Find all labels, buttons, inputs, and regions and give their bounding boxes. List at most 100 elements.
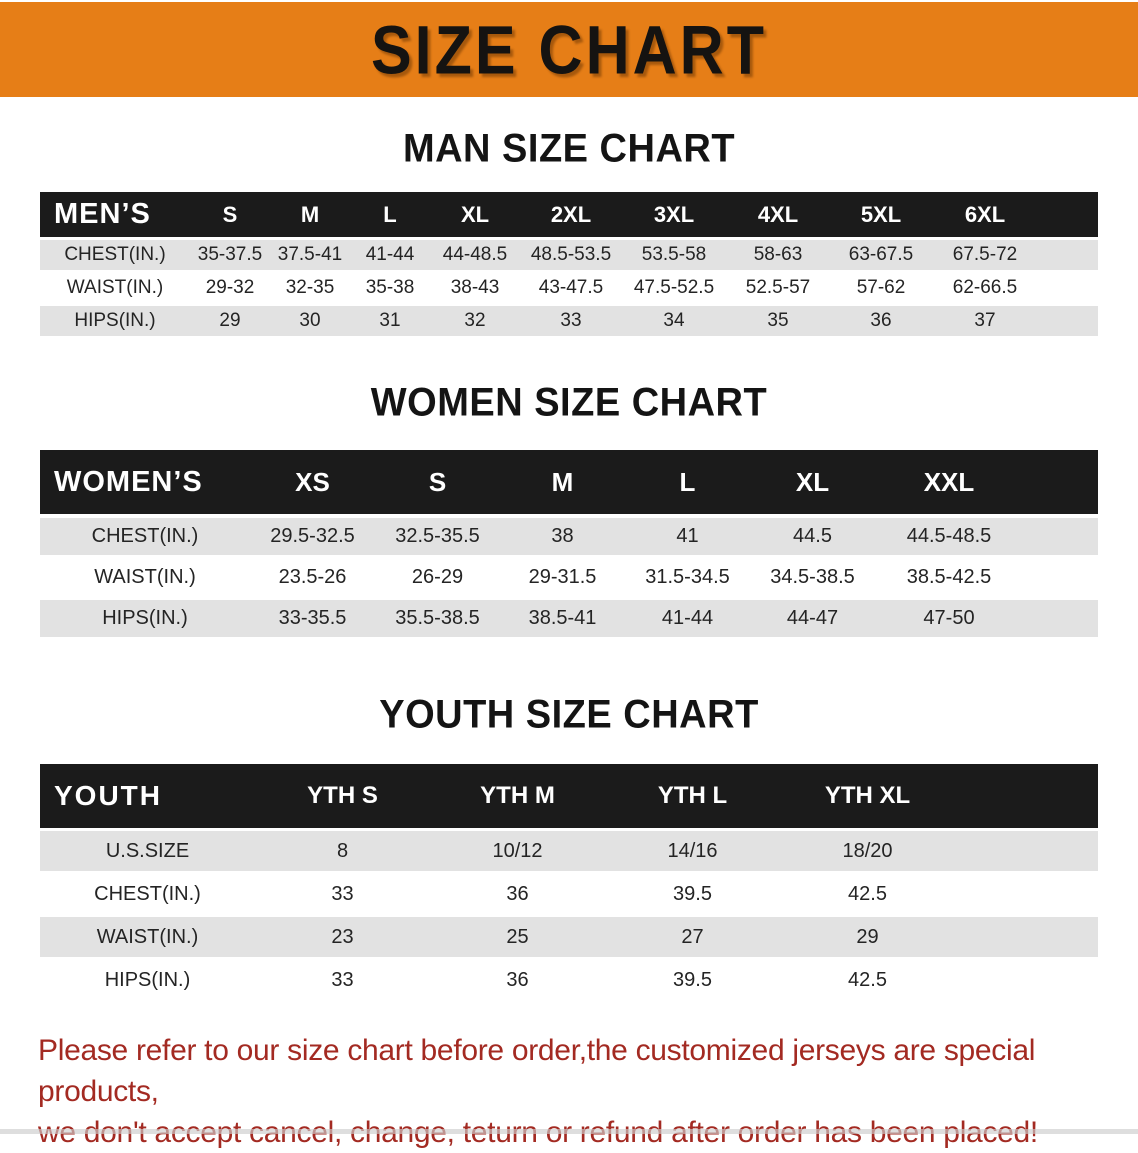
- data-cell: 18/20: [842, 839, 893, 862]
- men-col-3xl: 3XL: [653, 201, 695, 227]
- banner-title: SIZE CHART: [371, 11, 767, 88]
- data-cell: 35: [767, 310, 789, 331]
- women-table-title: WOMEN’S: [54, 465, 203, 498]
- data-cell: 23.5-26: [278, 566, 347, 588]
- data-cell: 44.5-48.5: [906, 525, 992, 547]
- row-label: CHEST(IN.): [91, 525, 199, 547]
- data-cell: 14/16: [667, 839, 718, 862]
- data-cell: 47-50: [923, 607, 975, 629]
- data-cell: 44.5: [793, 525, 832, 547]
- data-cell: 34: [663, 310, 685, 331]
- data-cell: 32: [464, 310, 486, 331]
- data-cell: 8: [336, 839, 349, 862]
- youth-hips-row: HIPS(IN.) 33 36 39.5 42.5: [40, 960, 1098, 1000]
- data-cell: 41: [676, 525, 699, 547]
- data-cell: 57-62: [856, 277, 906, 298]
- data-cell: 42.5: [848, 968, 887, 991]
- disclaimer-note: Please refer to our size chart before or…: [38, 1030, 1138, 1153]
- row-label: WAIST(IN.): [66, 277, 164, 298]
- data-cell: 44-47: [786, 607, 839, 629]
- data-cell: 33: [331, 882, 354, 905]
- youth-size-table: YOUTH YTH S YTH M YTH L YTH XL U.S.SIZE …: [40, 764, 1098, 1000]
- men-table-title: MEN’S: [54, 198, 151, 230]
- men-table-header: MEN’S S M L XL 2XL 3XL 4XL 5XL 6XL: [40, 192, 1098, 237]
- data-cell: 37: [974, 310, 996, 331]
- youth-table-title: YOUTH: [54, 780, 162, 811]
- row-label: U.S.SIZE: [105, 839, 190, 862]
- youth-ussize-row: U.S.SIZE 8 10/12 14/16 18/20: [40, 831, 1098, 871]
- data-cell: 36: [870, 310, 892, 331]
- women-size-chart-heading: WOMEN SIZE CHART: [370, 380, 768, 426]
- men-col-2xl: 2XL: [550, 201, 592, 227]
- data-cell: 23: [331, 925, 354, 948]
- row-label: CHEST(IN.): [94, 882, 201, 905]
- data-cell: 25: [506, 925, 529, 948]
- data-cell: 63-67.5: [848, 244, 914, 265]
- women-chest-row: CHEST(IN.) 29.5-32.5 32.5-35.5 38 41 44.…: [40, 518, 1098, 555]
- data-cell: 53.5-58: [641, 244, 707, 265]
- data-cell: 31.5-34.5: [645, 566, 730, 588]
- data-cell: 62-66.5: [952, 277, 1018, 298]
- data-cell: 35-38: [365, 277, 415, 298]
- data-cell: 39.5: [673, 968, 712, 991]
- data-cell: 35-37.5: [197, 244, 263, 265]
- data-cell: 30: [299, 310, 321, 331]
- women-hips-row: HIPS(IN.) 33-35.5 35.5-38.5 38.5-41 41-4…: [40, 600, 1098, 637]
- row-label: HIPS(IN.): [104, 968, 191, 991]
- men-col-s: S: [222, 201, 238, 227]
- women-col-xxl: XXL: [923, 466, 975, 497]
- data-cell: 37.5-41: [277, 244, 343, 265]
- women-col-xs: XS: [295, 466, 330, 497]
- women-col-xl: XL: [795, 466, 830, 497]
- youth-col-yth-l: YTH L: [657, 782, 728, 809]
- size-chart-banner: SIZE CHART: [0, 2, 1138, 97]
- data-cell: 31: [379, 310, 401, 331]
- data-cell: 32.5-35.5: [395, 525, 480, 547]
- data-cell: 58-63: [753, 244, 803, 265]
- youth-size-chart-heading: YOUTH SIZE CHART: [379, 692, 759, 738]
- data-cell: 33: [331, 968, 354, 991]
- men-size-table: MEN’S S M L XL 2XL 3XL 4XL 5XL 6XL CHEST…: [40, 192, 1098, 336]
- disclaimer-line-1: Please refer to our size chart before or…: [38, 1034, 1036, 1108]
- data-cell: 29-32: [205, 277, 255, 298]
- data-cell: 36: [506, 968, 529, 991]
- data-cell: 34.5-38.5: [770, 566, 855, 588]
- men-col-m: M: [300, 201, 320, 227]
- data-cell: 44-48.5: [442, 244, 508, 265]
- data-cell: 29-31.5: [528, 566, 597, 588]
- youth-col-yth-s: YTH S: [307, 782, 378, 809]
- data-cell: 32-35: [285, 277, 335, 298]
- men-col-xl: XL: [460, 201, 490, 227]
- youth-chest-row: CHEST(IN.) 33 36 39.5 42.5: [40, 874, 1098, 914]
- women-col-s: S: [428, 466, 447, 497]
- women-col-l: L: [679, 466, 696, 497]
- men-waist-row: WAIST(IN.) 29-32 32-35 35-38 38-43 43-47…: [40, 273, 1098, 303]
- youth-col-yth-xl: YTH XL: [824, 782, 911, 809]
- data-cell: 38.5-41: [528, 607, 597, 629]
- data-cell: 39.5: [673, 882, 712, 905]
- data-cell: 35.5-38.5: [395, 607, 480, 629]
- row-label: WAIST(IN.): [94, 566, 196, 588]
- data-cell: 10/12: [492, 839, 543, 862]
- data-cell: 27: [681, 925, 704, 948]
- men-col-5xl: 5XL: [860, 201, 902, 227]
- row-label: HIPS(IN.): [102, 607, 188, 629]
- data-cell: 36: [506, 882, 529, 905]
- data-cell: 29: [219, 310, 241, 331]
- row-label: HIPS(IN.): [74, 310, 156, 331]
- youth-waist-row: WAIST(IN.) 23 25 27 29: [40, 917, 1098, 957]
- data-cell: 38: [551, 525, 574, 547]
- man-size-chart-heading: MAN SIZE CHART: [402, 126, 736, 172]
- men-chest-row: CHEST(IN.) 35-37.5 37.5-41 41-44 44-48.5…: [40, 240, 1098, 270]
- men-col-4xl: 4XL: [757, 201, 799, 227]
- women-table-header: WOMEN’S XS S M L XL XXL: [40, 450, 1098, 514]
- data-cell: 41-44: [661, 607, 714, 629]
- data-cell: 38.5-42.5: [906, 566, 992, 588]
- women-waist-row: WAIST(IN.) 23.5-26 26-29 29-31.5 31.5-34…: [40, 559, 1098, 596]
- data-cell: 41-44: [365, 244, 415, 265]
- row-label: CHEST(IN.): [64, 244, 166, 265]
- data-cell: 29.5-32.5: [270, 525, 355, 547]
- data-cell: 26-29: [411, 566, 464, 588]
- data-cell: 43-47.5: [538, 277, 604, 298]
- data-cell: 47.5-52.5: [633, 277, 715, 298]
